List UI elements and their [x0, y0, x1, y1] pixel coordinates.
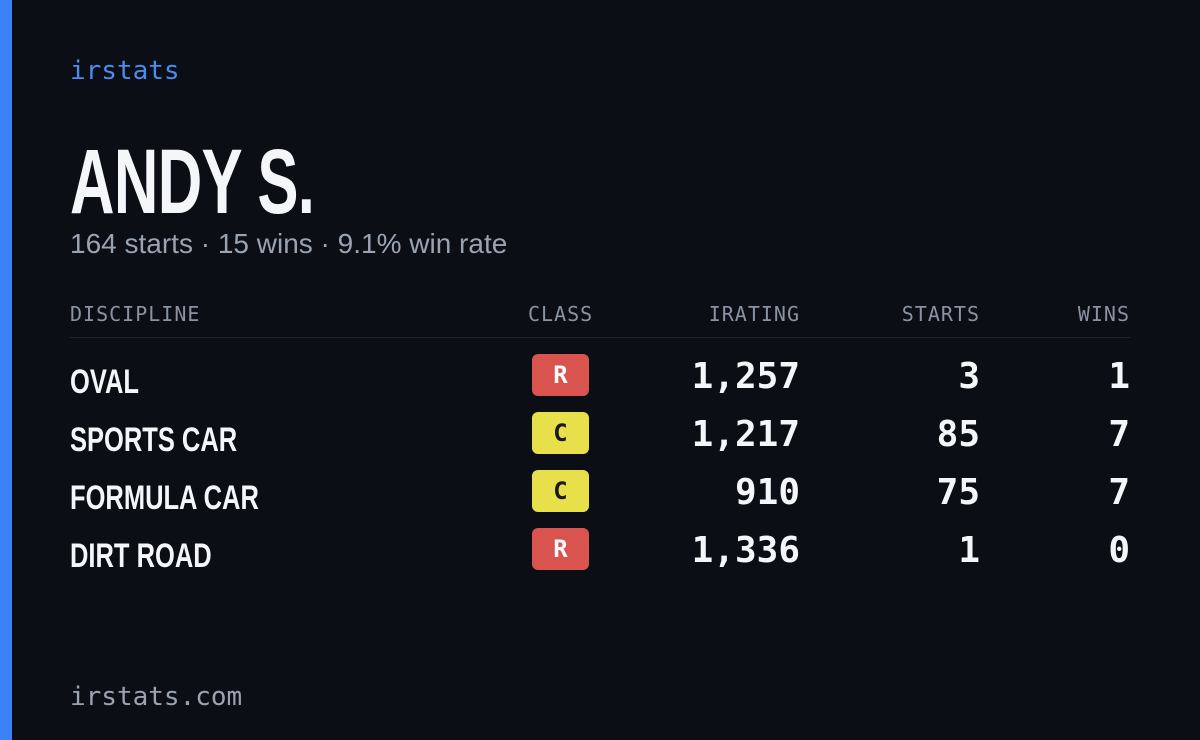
header-rule [70, 337, 1130, 338]
player-name: ANDY S. [70, 131, 315, 233]
class-badge: R [532, 528, 589, 570]
column-header: DISCIPLINE [70, 302, 201, 326]
irating: 1,257 [691, 356, 800, 397]
discipline: OVAL [70, 363, 139, 401]
irating: 1,336 [691, 530, 800, 571]
irating: 1,217 [691, 414, 800, 455]
wins: 7 [1108, 472, 1130, 513]
column-header: IRATING [708, 302, 800, 326]
starts: 3 [958, 356, 980, 397]
class-badge: C [532, 470, 589, 512]
discipline: DIRT ROAD [70, 537, 212, 575]
class-badge: C [532, 412, 589, 454]
wins: 1 [1108, 356, 1130, 397]
column-header: STARTS [901, 302, 980, 326]
column-header: CLASS [528, 302, 594, 326]
starts: 85 [936, 414, 980, 455]
column-header: WINS [1077, 302, 1130, 326]
summary: 164 starts · 15 wins · 9.1% win rate [70, 228, 508, 259]
accent-stripe [0, 0, 12, 740]
starts: 75 [936, 472, 980, 513]
discipline: SPORTS CAR [70, 421, 238, 459]
starts: 1 [958, 530, 980, 571]
discipline: FORMULA CAR [70, 479, 259, 517]
footer-site: irstats.com [70, 682, 243, 712]
class-badge: R [532, 354, 589, 396]
irating: 910 [734, 472, 800, 513]
wins: 7 [1108, 414, 1130, 455]
wins: 0 [1108, 530, 1130, 571]
brand: irstats [70, 56, 180, 86]
